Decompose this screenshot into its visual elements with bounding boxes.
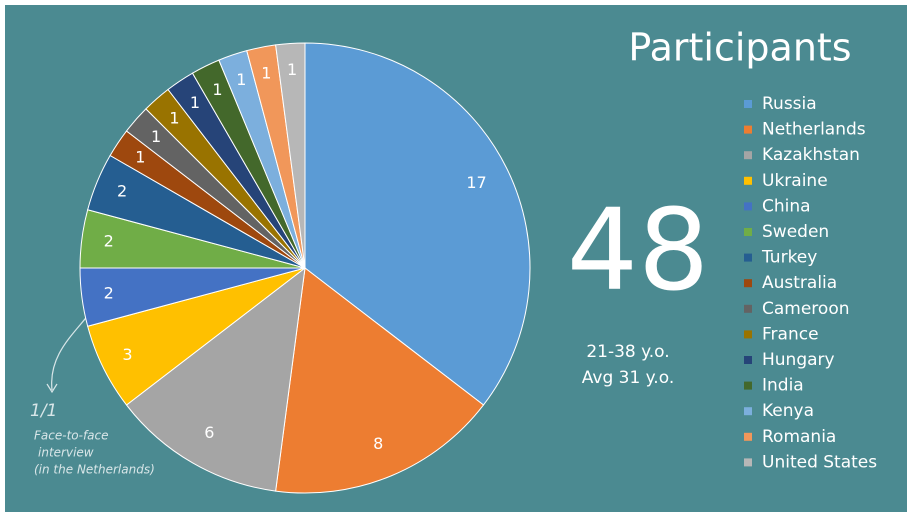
legend-label: India <box>762 376 804 396</box>
legend-label: United States <box>762 452 877 472</box>
legend-label: Hungary <box>762 350 835 370</box>
legend-swatch <box>744 125 752 134</box>
chart-title: Participants <box>628 26 851 70</box>
legend-swatch <box>744 356 752 364</box>
legend-swatch <box>744 458 752 467</box>
annotation-line: interview <box>38 446 94 460</box>
data-label: 1 <box>212 80 222 99</box>
legend-swatch <box>744 304 752 313</box>
legend-swatch <box>744 253 752 262</box>
data-label: 1 <box>190 93 200 112</box>
legend-label: Sweden <box>762 222 829 242</box>
legend-label: Kazakhstan <box>762 145 860 165</box>
data-label: 17 <box>466 173 486 192</box>
pie-slice <box>125 266 306 492</box>
legend-label: Australia <box>762 273 837 293</box>
data-label: 2 <box>104 232 114 251</box>
data-label: 2 <box>117 182 127 201</box>
data-label: 1 <box>236 70 246 89</box>
legend-label: Kenya <box>762 401 814 421</box>
data-label: 1 <box>287 60 297 79</box>
data-label: 8 <box>373 434 383 453</box>
annotation-arrowhead <box>46 383 58 394</box>
legend-swatch <box>744 279 752 288</box>
annotation-ratio: 1/1 <box>30 401 57 421</box>
legend-swatch <box>744 202 752 211</box>
data-label: 1 <box>135 147 145 166</box>
pie-slice <box>275 42 306 269</box>
data-label: 6 <box>204 423 214 442</box>
pie-slice <box>275 267 485 494</box>
legend-swatch <box>744 381 752 390</box>
legend-swatch <box>744 407 752 416</box>
annotation-line: (in the Netherlands) <box>34 463 155 477</box>
legend-label: China <box>762 196 811 216</box>
legend-label: Turkey <box>761 248 817 268</box>
annotation-line: Face-to-face <box>34 429 109 443</box>
data-label: 2 <box>104 283 114 302</box>
legend-swatch <box>744 176 752 185</box>
legend-label: Romania <box>762 427 836 447</box>
legend-label: Cameroon <box>762 299 850 319</box>
age-average: Avg 31 y.o. <box>582 368 674 388</box>
legend-label: Netherlands <box>762 120 866 140</box>
age-range: 21-38 y.o. <box>586 342 669 362</box>
data-label: 1 <box>151 127 161 146</box>
legend-label: France <box>762 324 819 344</box>
total: 48 <box>567 186 710 316</box>
legend-swatch <box>744 100 752 108</box>
legend-label: Ukraine <box>762 171 828 191</box>
data-label: 1 <box>169 109 179 128</box>
legend-swatch <box>744 330 752 339</box>
legend-swatch <box>744 228 752 236</box>
legend-swatch <box>744 432 752 441</box>
legend-label: Russia <box>762 94 817 114</box>
legend-swatch <box>744 151 752 160</box>
data-label: 1 <box>261 63 271 82</box>
pie-slice <box>304 42 531 406</box>
data-label: 3 <box>122 345 132 364</box>
